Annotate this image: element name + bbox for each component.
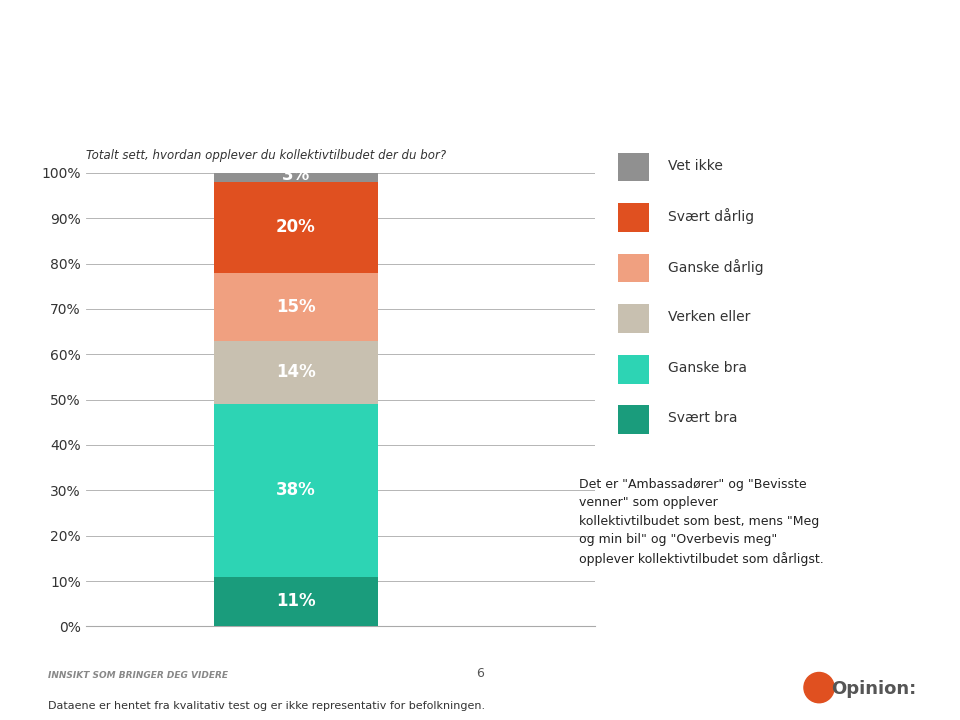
Text: tredjedel (35%) er misfornøyde: tredjedel (35%) er misfornøyde [29,106,446,130]
Text: Svært bra: Svært bra [668,411,737,426]
Text: Dataene er hentet fra kvalitativ test og er ikke representativ for befolkningen.: Dataene er hentet fra kvalitativ test og… [48,701,485,711]
Bar [214,341,378,404]
Text: 14%: 14% [276,364,316,382]
Circle shape [804,672,834,703]
Bar [214,182,378,273]
FancyBboxPatch shape [617,203,649,232]
Text: Verken eller: Verken eller [668,310,751,324]
Text: Svært dårlig: Svært dårlig [668,208,755,224]
Bar [214,273,378,341]
Bar [214,404,378,577]
FancyBboxPatch shape [617,405,649,434]
FancyBboxPatch shape [617,355,649,384]
Bar [214,168,378,182]
Text: 11%: 11% [276,593,316,611]
FancyBboxPatch shape [617,153,649,181]
Text: 20%: 20% [276,218,316,236]
Text: En av to (49%) er fornøyd med kollektivtrafikken der de bor. En: En av to (49%) er fornøyd med kollektivt… [29,48,874,73]
Text: Vet ikke: Vet ikke [668,158,723,173]
Text: Det er "Ambassadører" og "Bevisste
venner" som opplever
kollektivtilbudet som be: Det er "Ambassadører" og "Bevisste venne… [579,477,824,566]
Text: 3%: 3% [282,166,310,184]
Text: 15%: 15% [276,297,316,315]
Text: Ganske dårlig: Ganske dårlig [668,258,764,274]
FancyBboxPatch shape [617,253,649,282]
Text: Ganske bra: Ganske bra [668,361,747,374]
Text: INNSIKT SOM BRINGER DEG VIDERE: INNSIKT SOM BRINGER DEG VIDERE [48,671,228,680]
FancyBboxPatch shape [617,305,649,333]
Text: Opinion:: Opinion: [831,680,917,698]
Bar [214,577,378,626]
Text: 6: 6 [476,667,484,680]
Text: 38%: 38% [276,481,316,500]
Text: Totalt sett, hvordan opplever du kollektivtilbudet der du bor?: Totalt sett, hvordan opplever du kollekt… [86,149,446,162]
